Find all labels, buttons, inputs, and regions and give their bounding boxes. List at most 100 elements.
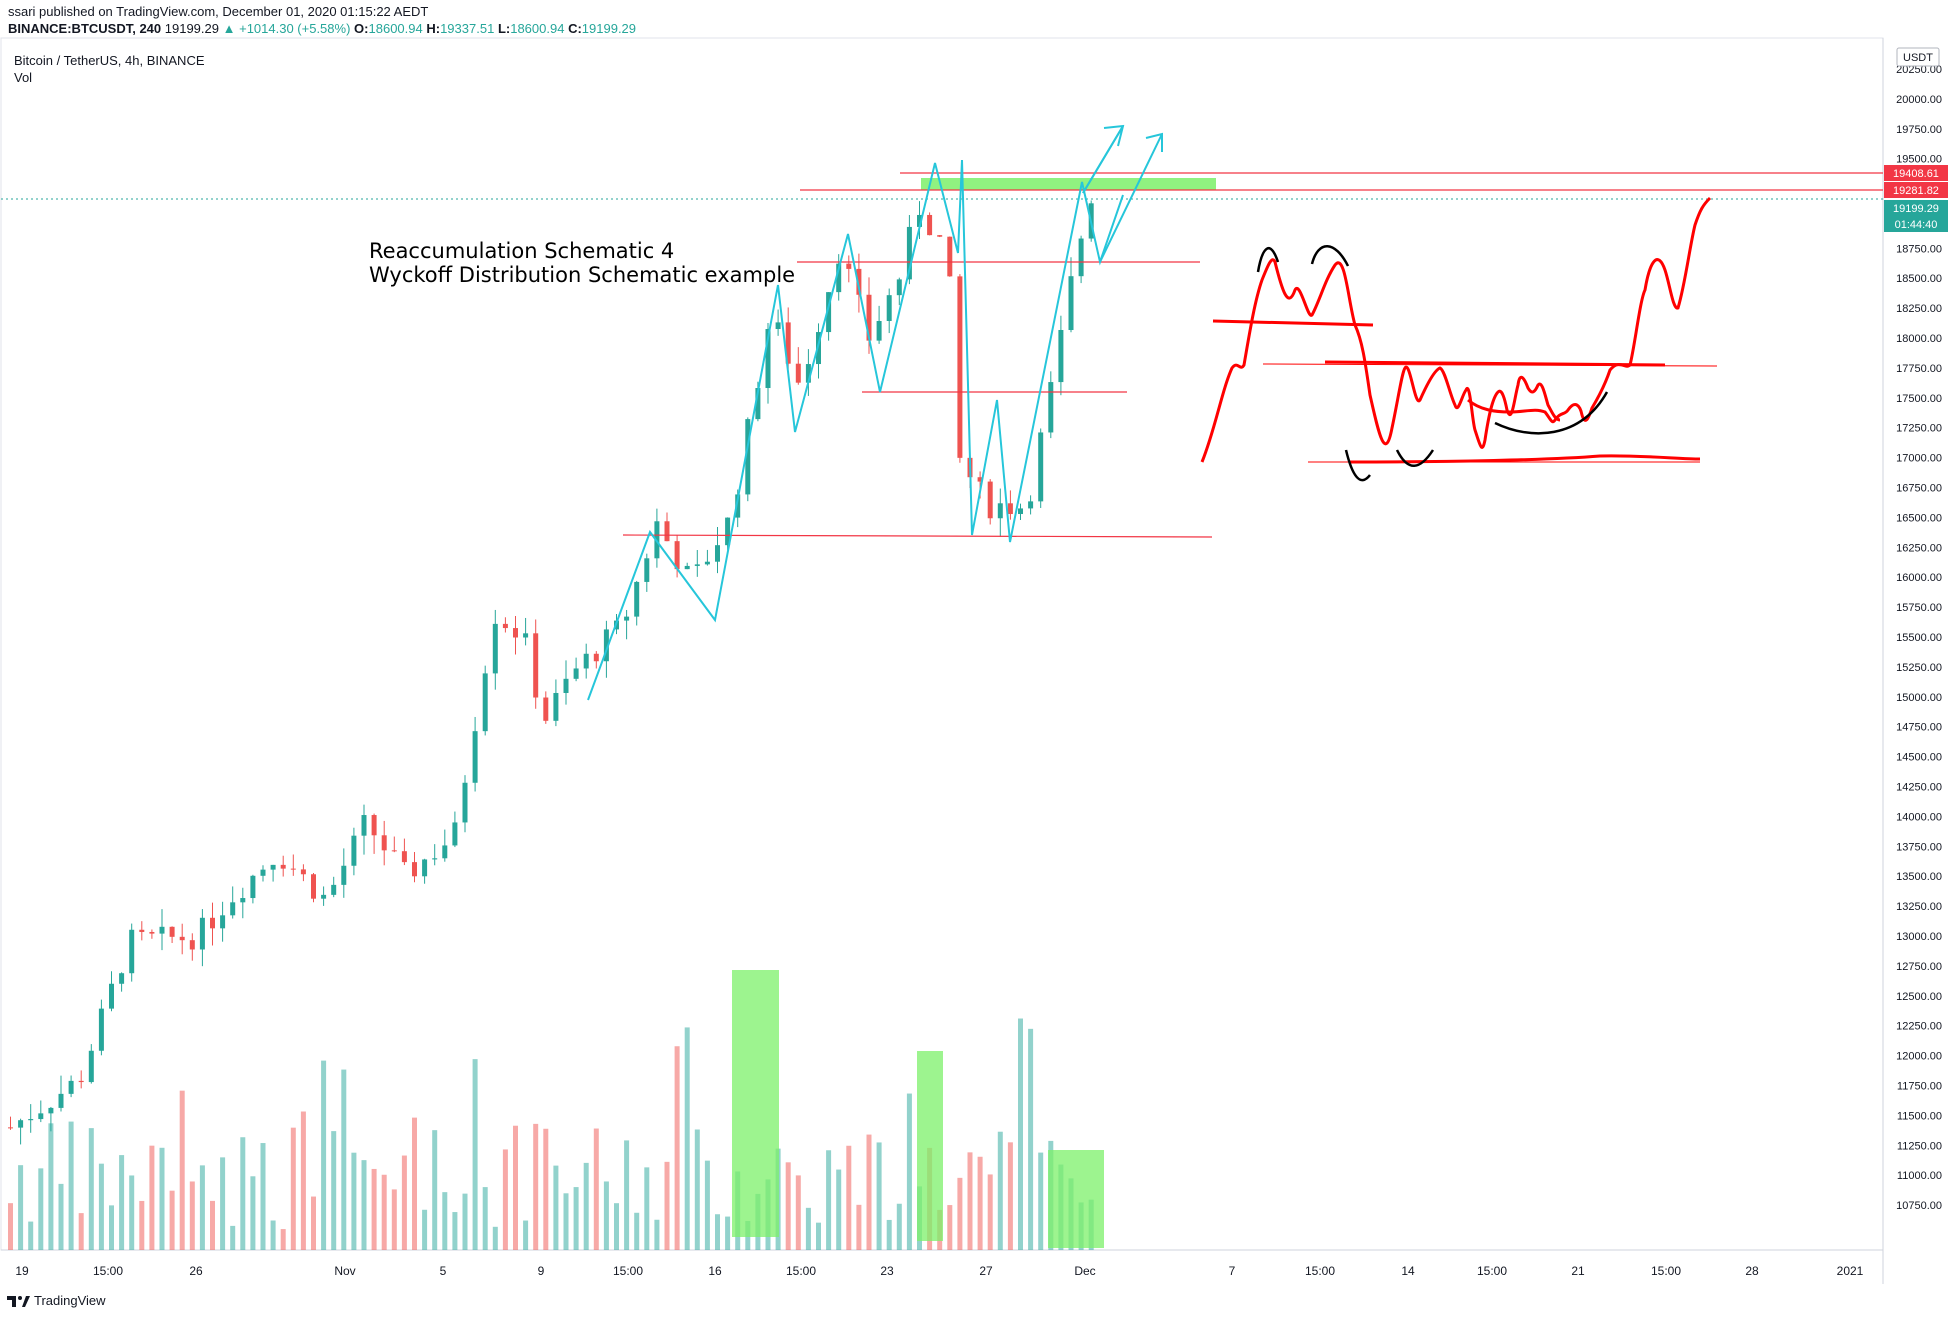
volume-bar [553,1165,559,1250]
candle-body [351,835,357,866]
volume-bar [573,1187,579,1250]
black-arc-bottom-3 [1494,391,1609,435]
volume-bar [88,1128,94,1250]
candle-body [462,782,468,823]
low-label: L: [497,21,511,36]
candle-body [169,926,175,937]
candle-body [694,564,700,566]
candle-body [725,517,731,546]
candle-body [886,295,892,321]
volume-bar [906,1093,912,1250]
price-axis-label: 18500.00 [1896,273,1942,285]
currency-badge: USDT [1903,52,1933,64]
candle-body [704,561,710,565]
volume-bar [199,1165,205,1250]
candle-body [765,329,771,389]
price-axis-label: 19500.00 [1896,154,1942,166]
candle-body [502,623,508,629]
candle-body [1058,330,1064,383]
volume-bar [412,1117,417,1250]
price-tag-high-bg [1884,165,1948,181]
candle-body [412,862,417,877]
volume-bar [260,1143,266,1250]
volume-bar [725,1216,731,1250]
volume-bars [8,1018,1094,1250]
volume-bar [210,1200,215,1250]
price-chart[interactable]: Reaccumulation Schematic 4 Wyckoff Distr… [0,0,1957,1290]
price-axis-label: 15250.00 [1896,662,1942,674]
price-axis-label: 12750.00 [1896,961,1942,973]
volume-bar [846,1145,852,1250]
red-range-line-thin [1262,363,1718,367]
time-axis-label: 15:00 [786,1264,816,1278]
open-label: O: [354,21,369,36]
candle-body [1078,238,1084,277]
currency-badge-box[interactable] [1896,47,1940,67]
candle-body [331,884,337,895]
volume-bar [694,1129,700,1250]
candle-body [189,940,195,950]
candle-body [28,1119,34,1121]
volume-bar [583,1162,589,1250]
red-range-line-2 [1324,360,1666,367]
candle-body [250,875,256,899]
red-sketch-path [1200,258,1561,463]
time-axis-label: 19 [15,1264,29,1278]
candle-body [452,822,458,846]
time-axis-label: 7 [1229,1264,1236,1278]
volume-bar [98,1163,104,1250]
volume-bar [361,1160,367,1250]
candle-body [210,917,215,929]
price-axis-label: 12250.00 [1896,1021,1942,1033]
candle-body [523,633,529,638]
price-axis[interactable]: 20250.0020000.0019750.0019500.0019250.00… [1896,64,1942,1212]
time-axis[interactable]: 19 15:00 26 Nov 5 9 15:00 16 15:00 23 27 Dec 7 15:00 1… [15,1264,1863,1278]
volume-bar [836,1169,842,1250]
candle-body [381,835,387,851]
volume-bar [169,1190,175,1250]
volume-bar [856,1204,862,1250]
price-axis-label: 16750.00 [1896,483,1942,495]
candle-body [826,292,832,333]
volume-bar [634,1212,640,1250]
candle-body [321,894,327,899]
candle-body [300,869,306,875]
price-axis-label: 12000.00 [1896,1051,1942,1063]
black-arc-top-1 [1256,247,1280,273]
volume-bar [785,1162,791,1250]
volume-bar [280,1229,286,1250]
candle-body [48,1107,54,1114]
candle-body [1048,382,1054,433]
volume-bar [543,1128,549,1250]
volume-bar [1028,1028,1034,1250]
candle-body [906,226,912,280]
price-axis-label: 16000.00 [1896,572,1942,584]
candles [8,200,1094,1145]
price-axis-label: 10750.00 [1896,1200,1942,1212]
volume-bar [472,1059,478,1250]
volume-bar [482,1187,488,1250]
countdown-tag: 01:44:40 [1895,219,1938,231]
time-axis-label: 15:00 [1305,1264,1335,1278]
candle-body [795,363,801,383]
price-axis-label: 17000.00 [1896,453,1942,465]
volume-bar [78,1213,84,1250]
annotation-line-2: Wyckoff Distribution Schematic example [369,263,795,287]
legend-title: Bitcoin / TetherUS, 4h, BINANCE [14,53,205,68]
price-axis-label: 11750.00 [1897,1081,1942,1093]
candle-body [391,850,397,852]
candle-body [341,865,347,885]
candle-body [543,697,549,721]
symbol-label: BINANCE:BTCUSDT, 240 [8,21,162,36]
candle-body [432,858,438,860]
candle-body [674,541,680,570]
candle-body [109,983,114,1009]
candle-body [149,931,155,934]
high-label: H: [426,21,441,36]
price-axis-label: 18250.00 [1896,303,1942,315]
volume-bar [220,1157,226,1250]
volume-bar [805,1207,811,1250]
price-axis-label: 11500.00 [1897,1110,1942,1122]
price-axis-label: 18000.00 [1896,333,1942,345]
price-axis-label: 15000.00 [1896,692,1942,704]
